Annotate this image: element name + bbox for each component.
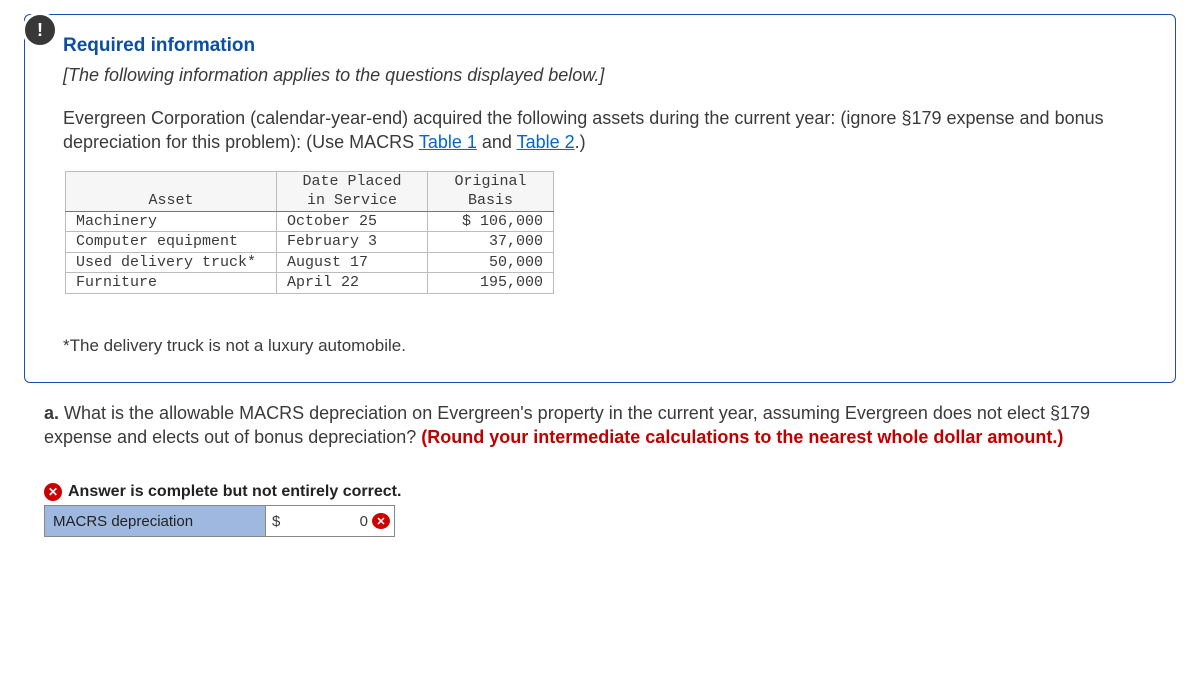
x-icon: ✕ <box>372 513 390 529</box>
status-text: Answer is complete but not entirely corr… <box>68 483 401 501</box>
table-row: FurnitureApril 22195,000 <box>66 273 554 294</box>
required-info-heading: Required information <box>63 35 1153 57</box>
asset-table: Asset Date Placed in Service Original Ba… <box>65 171 554 294</box>
footnote: *The delivery truck is not a luxury auto… <box>63 336 1153 356</box>
intro-post: .) <box>575 132 586 152</box>
question-a: a. What is the allowable MACRS depreciat… <box>44 401 1156 450</box>
asset-name: Furniture <box>66 273 277 294</box>
th-basis-1: Original <box>454 173 526 190</box>
answer-cell[interactable]: $ 0 ✕ <box>266 506 395 537</box>
asset-name: Machinery <box>66 211 277 232</box>
answer-table: MACRS depreciation $ 0 ✕ <box>44 505 395 537</box>
question-part-label: a. <box>44 403 59 423</box>
x-icon: ✕ <box>44 483 62 501</box>
status-bar: ✕ Answer is complete but not entirely co… <box>44 483 1200 501</box>
answer-label: MACRS depreciation <box>45 506 266 537</box>
asset-date: October 25 <box>277 211 428 232</box>
required-info-box: ! Required information [The following in… <box>24 14 1176 383</box>
intro-mid: and <box>477 132 517 152</box>
table-row: Computer equipmentFebruary 337,000 <box>66 232 554 253</box>
currency-symbol: $ <box>272 513 280 530</box>
asset-date: August 17 <box>277 252 428 273</box>
table-row: Used delivery truck*August 1750,000 <box>66 252 554 273</box>
th-basis-2: Basis <box>468 192 513 209</box>
table-row: MachineryOctober 25$ 106,000 <box>66 211 554 232</box>
asset-basis: 195,000 <box>428 273 554 294</box>
table-1-link[interactable]: Table 1 <box>419 132 477 152</box>
asset-basis: $ 106,000 <box>428 211 554 232</box>
scenario-note: [The following information applies to th… <box>63 65 1153 86</box>
th-date-1: Date Placed <box>302 173 401 190</box>
table-2-link[interactable]: Table 2 <box>517 132 575 152</box>
asset-name: Computer equipment <box>66 232 277 253</box>
asset-date: April 22 <box>277 273 428 294</box>
answer-value: 0 <box>282 513 370 530</box>
asset-basis: 50,000 <box>428 252 554 273</box>
alert-icon: ! <box>22 12 58 48</box>
th-date-2: in Service <box>307 192 397 209</box>
asset-basis: 37,000 <box>428 232 554 253</box>
th-asset: Asset <box>148 192 193 209</box>
table-row: MACRS depreciation $ 0 ✕ <box>45 506 395 537</box>
scenario-text: Evergreen Corporation (calendar-year-end… <box>63 106 1153 155</box>
asset-date: February 3 <box>277 232 428 253</box>
asset-name: Used delivery truck* <box>66 252 277 273</box>
rounding-instruction: (Round your intermediate calculations to… <box>421 427 1063 447</box>
answer-area: ✕ Answer is complete but not entirely co… <box>44 483 1200 537</box>
